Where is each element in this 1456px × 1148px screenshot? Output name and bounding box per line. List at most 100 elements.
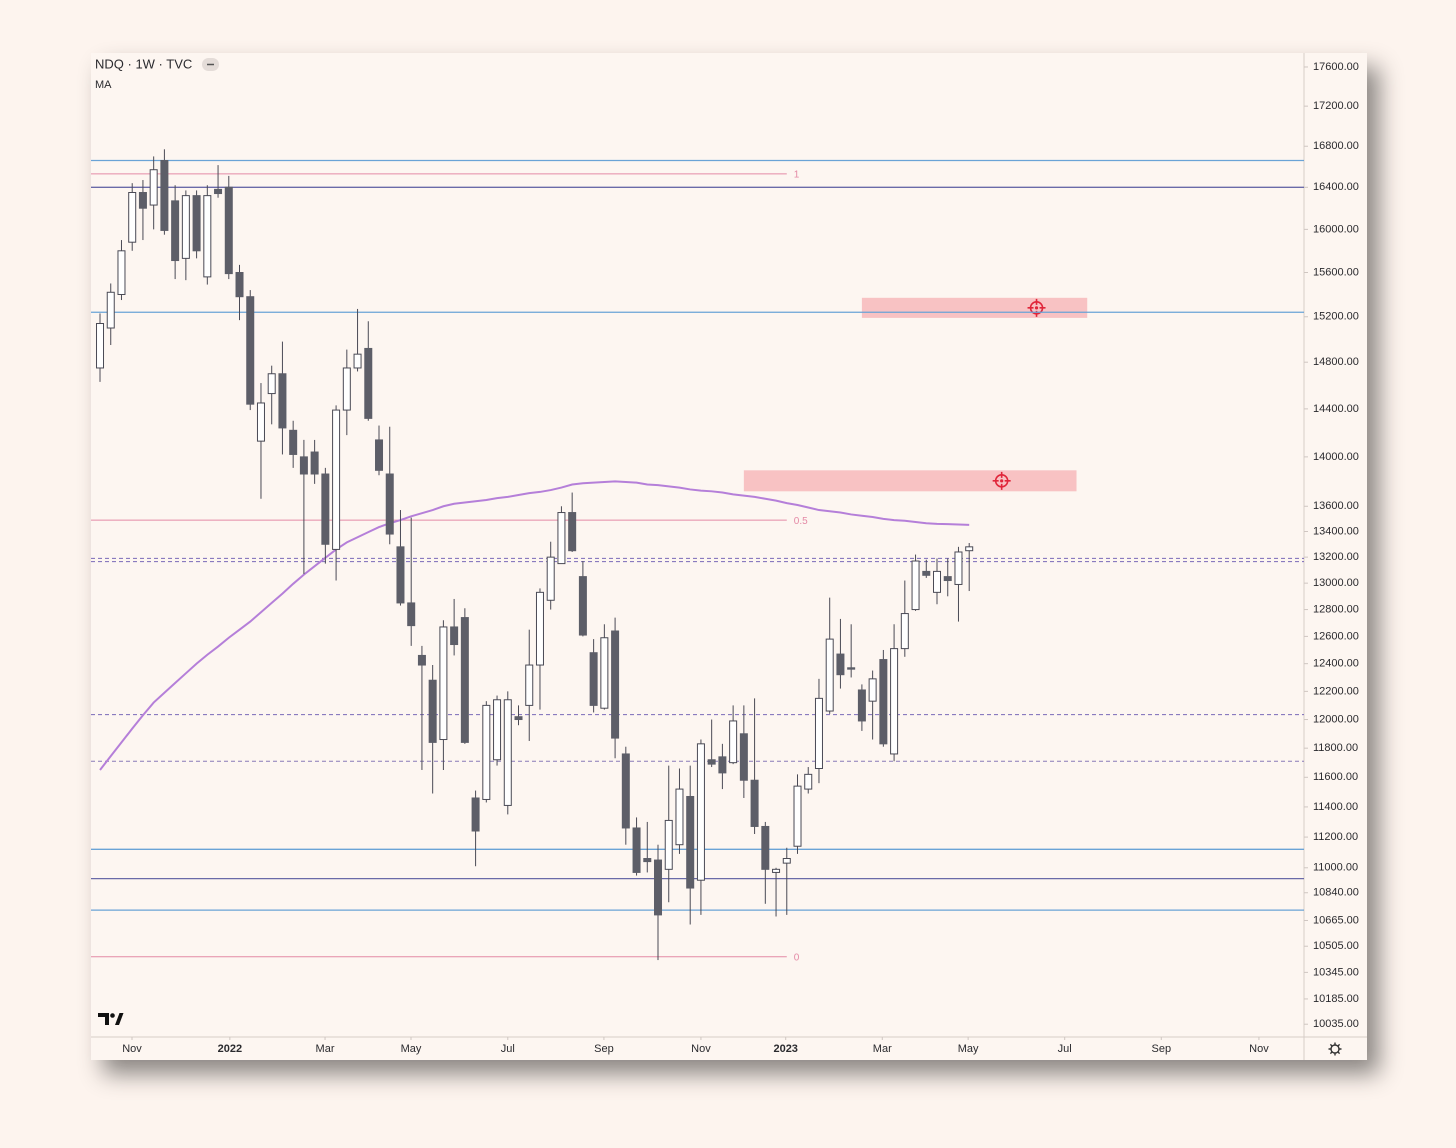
x-tick-label: Mar <box>873 1043 892 1055</box>
candle-body <box>900 613 909 650</box>
candle-body <box>267 373 276 395</box>
candle <box>203 185 212 285</box>
y-tick-label: 14800.00 <box>1313 356 1359 368</box>
candle <box>879 649 888 747</box>
candle-body <box>890 648 899 755</box>
y-tick-label: 11600.00 <box>1313 771 1358 783</box>
candle <box>514 705 523 726</box>
candle-body <box>396 546 405 604</box>
candle <box>106 283 115 346</box>
chart-title: NDQ · 1W · TVC <box>95 56 192 71</box>
candle <box>836 618 845 689</box>
candle <box>868 670 877 740</box>
candle-body <box>814 697 823 770</box>
candle-body <box>224 186 233 275</box>
candle-body <box>203 195 212 278</box>
candle <box>267 365 276 425</box>
candle <box>718 743 727 790</box>
candle-body <box>804 773 813 790</box>
candle <box>117 240 126 301</box>
x-tick-label: Jul <box>1058 1043 1072 1055</box>
candle-body <box>493 699 502 761</box>
y-tick-label: 16800.00 <box>1313 140 1359 152</box>
candle-body <box>557 512 566 565</box>
tradingview-logo <box>98 1013 124 1025</box>
candle <box>611 617 620 759</box>
candle <box>353 308 362 372</box>
candle <box>535 588 544 710</box>
candle-body <box>471 797 480 832</box>
candle <box>278 341 287 455</box>
candle-body <box>321 473 330 545</box>
y-tick-label: 10665.00 <box>1313 914 1359 926</box>
candle-body <box>600 637 609 709</box>
candle <box>407 517 416 646</box>
candle <box>621 746 630 845</box>
y-tick-label: 16000.00 <box>1313 223 1359 235</box>
candle-body <box>385 473 394 535</box>
y-tick-label: 13000.00 <box>1313 577 1359 589</box>
settings-gear[interactable] <box>1328 1042 1342 1056</box>
candle <box>675 768 684 854</box>
y-tick-label: 12000.00 <box>1313 713 1359 725</box>
candle-body <box>192 195 201 252</box>
candle <box>643 821 652 873</box>
candle-body <box>171 200 180 262</box>
candle-body <box>535 591 544 666</box>
x-tick-label: 2023 <box>773 1043 797 1055</box>
candle <box>181 190 190 281</box>
target-zone <box>743 470 1077 492</box>
target-cross <box>1027 298 1046 317</box>
candle <box>739 705 748 798</box>
candle-body <box>364 347 373 419</box>
indicator-label: MA <box>95 79 112 91</box>
candle-body <box>868 678 877 702</box>
candle <box>450 598 459 656</box>
candle <box>138 180 147 241</box>
y-tick-label: 14400.00 <box>1313 403 1359 415</box>
candle <box>557 506 566 565</box>
candle-body <box>96 323 105 369</box>
candle <box>793 774 802 854</box>
candle <box>686 765 695 925</box>
candle-body <box>782 858 791 864</box>
candle <box>696 739 705 915</box>
y-tick-label: 10840.00 <box>1313 887 1359 899</box>
candle <box>890 624 899 762</box>
candle <box>471 790 480 867</box>
candle-body <box>933 570 942 593</box>
candle-body <box>654 859 663 916</box>
candle-body <box>235 272 244 298</box>
x-tick-label: Nov <box>1249 1043 1269 1055</box>
y-tick-label: 10035.00 <box>1313 1018 1359 1030</box>
candle-body <box>514 716 523 721</box>
candle <box>546 541 555 610</box>
candle-body <box>503 699 512 806</box>
candle-body <box>299 456 308 475</box>
candle <box>847 624 856 678</box>
candle-body <box>246 296 255 405</box>
target-icon <box>992 471 1011 490</box>
candle <box>664 765 673 903</box>
fib-label: 0.5 <box>794 516 808 527</box>
candle <box>578 561 587 637</box>
candle-body <box>214 188 223 195</box>
x-tick-label: May <box>958 1043 979 1055</box>
y-tick-label: 11000.00 <box>1313 862 1358 874</box>
candle-body <box>342 367 351 411</box>
candle-body <box>965 546 974 552</box>
candle-body <box>739 733 748 781</box>
candle <box>857 684 866 731</box>
target-zone <box>861 297 1088 318</box>
x-tick-label: Nov <box>122 1043 142 1055</box>
candle-body <box>310 451 319 475</box>
y-tick-label: 15200.00 <box>1313 311 1359 323</box>
y-tick-label: 11800.00 <box>1313 742 1358 754</box>
candle-body <box>707 759 716 765</box>
candle-body <box>664 819 673 870</box>
y-tick-label: 17200.00 <box>1313 100 1359 112</box>
candle-body <box>675 788 684 846</box>
candle-body <box>954 551 963 585</box>
candle <box>965 542 974 592</box>
y-tick-label: 15600.00 <box>1313 266 1359 278</box>
